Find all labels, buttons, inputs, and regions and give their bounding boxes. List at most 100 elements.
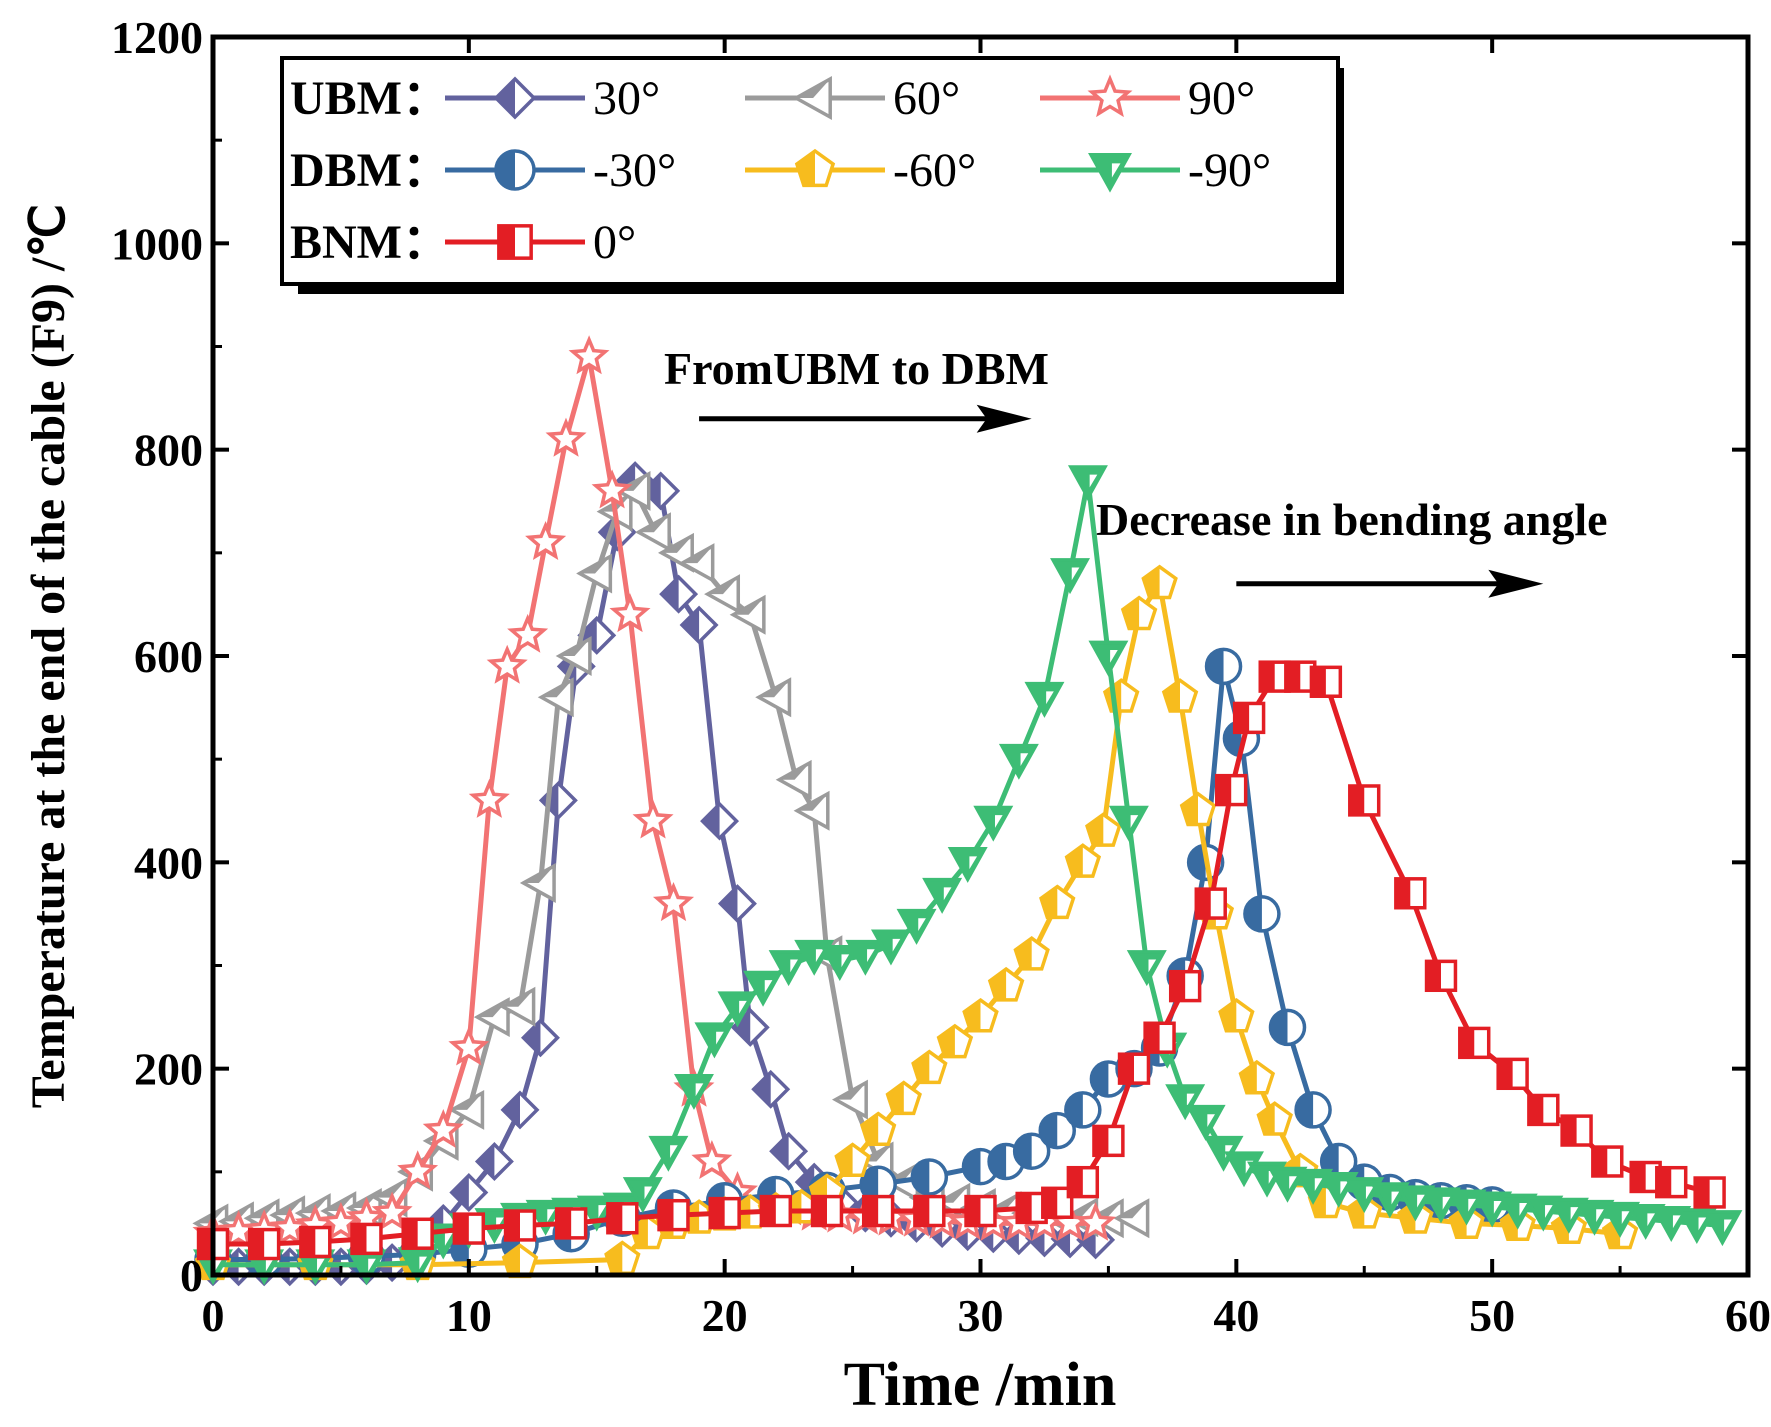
data-point-6-33	[1496, 1057, 1529, 1091]
data-point-4-25	[1120, 595, 1158, 631]
data-point-5-23	[870, 929, 911, 966]
data-point-3-14	[910, 1158, 949, 1196]
legend-label-5: -90°	[1188, 144, 1271, 197]
data-point-6-5	[452, 1212, 486, 1245]
legend-label-0: 30°	[593, 72, 660, 125]
data-point-5-13	[622, 1177, 663, 1214]
data-point-4-13	[834, 1142, 871, 1178]
data-point-5-32	[1088, 640, 1129, 677]
data-point-4-16	[911, 1049, 948, 1085]
data-point-6-39	[1693, 1176, 1726, 1209]
data-point-5-41	[1267, 1166, 1308, 1203]
data-point-6-28	[1309, 665, 1343, 698]
data-point-6-18	[1066, 1165, 1100, 1199]
legend-label-6: 0°	[593, 216, 636, 269]
data-point-2-16	[568, 335, 610, 375]
data-point-5-11	[576, 1195, 617, 1232]
y-tick-label-5: 1000	[111, 218, 203, 269]
data-point-4-17	[936, 1023, 974, 1059]
data-point-5-51	[1523, 1195, 1564, 1232]
data-point-5-54	[1600, 1201, 1641, 1238]
data-point-5-57	[1676, 1208, 1717, 1245]
data-point-4-5	[629, 1214, 667, 1250]
data-point-0-16	[577, 615, 617, 655]
data-point-4-22	[1064, 843, 1102, 878]
data-point-1-13	[519, 862, 556, 903]
data-point-6-6	[503, 1209, 537, 1242]
data-point-1-28	[831, 1079, 868, 1120]
data-point-6-1	[247, 1227, 281, 1261]
data-point-3-18	[1038, 1111, 1076, 1150]
data-point-5-30	[1050, 558, 1091, 595]
legend-label-4: -60°	[893, 144, 976, 197]
x-tick-label-1: 10	[446, 1290, 492, 1341]
data-point-2-10	[448, 1026, 490, 1066]
data-point-6-25	[1232, 701, 1266, 735]
legend-marker-0	[493, 76, 537, 120]
data-point-0-25	[751, 1069, 791, 1109]
y-tick-label-0: 0	[180, 1250, 203, 1301]
data-point-5-53	[1574, 1199, 1615, 1236]
data-point-6-29	[1348, 784, 1381, 817]
data-point-5-14	[648, 1135, 689, 1172]
data-point-2-20	[652, 882, 695, 922]
data-point-5-29	[1024, 681, 1065, 718]
data-point-1-15	[555, 636, 592, 676]
data-point-6-8	[606, 1202, 639, 1235]
legend-label-3: -30°	[593, 144, 676, 197]
annotation-ubm-to-dbm: FromUBM to DBM	[664, 343, 1049, 394]
data-point-6-35	[1560, 1114, 1593, 1147]
data-point-2-17	[591, 469, 633, 509]
legend-marker-4	[794, 148, 836, 188]
data-point-6-9	[657, 1198, 690, 1232]
data-point-1-26	[793, 790, 830, 831]
x-tick-label-2: 20	[702, 1290, 748, 1341]
legend-group-label-2: BNM：	[290, 216, 450, 269]
data-point-0-13	[520, 1018, 560, 1058]
data-point-6-23	[1194, 887, 1227, 920]
data-point-4-21	[1039, 884, 1076, 920]
x-tick-label-3: 30	[958, 1290, 1004, 1341]
x-tick-label-0: 0	[202, 1290, 225, 1341]
data-point-6-19	[1092, 1124, 1125, 1158]
data-point-1-24	[755, 677, 792, 718]
data-point-5-52	[1548, 1197, 1589, 1234]
data-point-1-10	[448, 1089, 485, 1130]
data-point-5-22	[845, 939, 886, 976]
data-point-5-46	[1395, 1185, 1436, 1222]
data-point-4-27	[1161, 678, 1199, 713]
data-point-2-11	[468, 778, 510, 818]
data-point-5-21	[819, 944, 860, 981]
data-point-6-38	[1655, 1165, 1688, 1199]
data-point-1-21	[678, 543, 715, 584]
data-point-6-21	[1143, 1021, 1176, 1054]
data-point-5-48	[1446, 1189, 1487, 1226]
data-point-6-15	[964, 1194, 997, 1228]
data-point-5-31	[1067, 465, 1108, 502]
data-point-5-17	[717, 991, 758, 1028]
legend-group-label-1: DBM：	[290, 144, 450, 197]
annotation-bending-angle: Decrease in bending angle	[1096, 494, 1608, 545]
annotations: FromUBM to DBM Decrease in bending angle	[664, 343, 1608, 598]
series-6	[196, 660, 1726, 1261]
data-point-5-15	[673, 1073, 714, 1110]
data-point-0-11	[474, 1142, 514, 1181]
data-point-1-39	[1113, 1198, 1150, 1239]
data-point-0-10	[449, 1172, 489, 1212]
data-point-3-24	[1186, 843, 1225, 882]
data-point-1-14	[537, 677, 574, 718]
data-point-0-20	[659, 574, 699, 614]
data-point-5-34	[1126, 950, 1167, 987]
data-point-5-25	[922, 877, 963, 914]
data-point-1-19	[634, 512, 671, 553]
data-point-4-30	[1218, 997, 1255, 1033]
data-point-2-7	[371, 1191, 413, 1231]
data-point-2-12	[486, 644, 528, 684]
data-point-6-4	[401, 1217, 434, 1250]
legend-label-1: 60°	[893, 72, 960, 125]
data-point-0-12	[500, 1090, 540, 1130]
data-point-2-15	[545, 417, 587, 457]
data-point-4-14	[859, 1111, 897, 1147]
